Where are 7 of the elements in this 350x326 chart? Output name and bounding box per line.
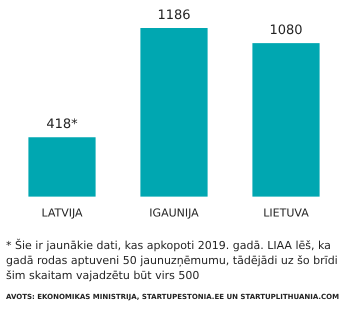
x-tick-label: LATVIJA <box>41 206 84 220</box>
data-label: 1080 <box>269 22 303 38</box>
x-tick-label: IGAUNIJA <box>149 206 200 220</box>
data-label: 1186 <box>157 8 191 23</box>
data-label: 418* <box>46 117 78 132</box>
x-tick-label: LIETUVA <box>263 206 310 220</box>
text: * Šie ir jaunākie dati, kas apkopoti 2019. gadā. LIAA lēš, ka gadā rodas aptuveni 50 jaunuzņēmumu, tādējādi uz šo brīdi šim skaitam vajadzētu būt virs 500 <box>6 238 339 283</box>
